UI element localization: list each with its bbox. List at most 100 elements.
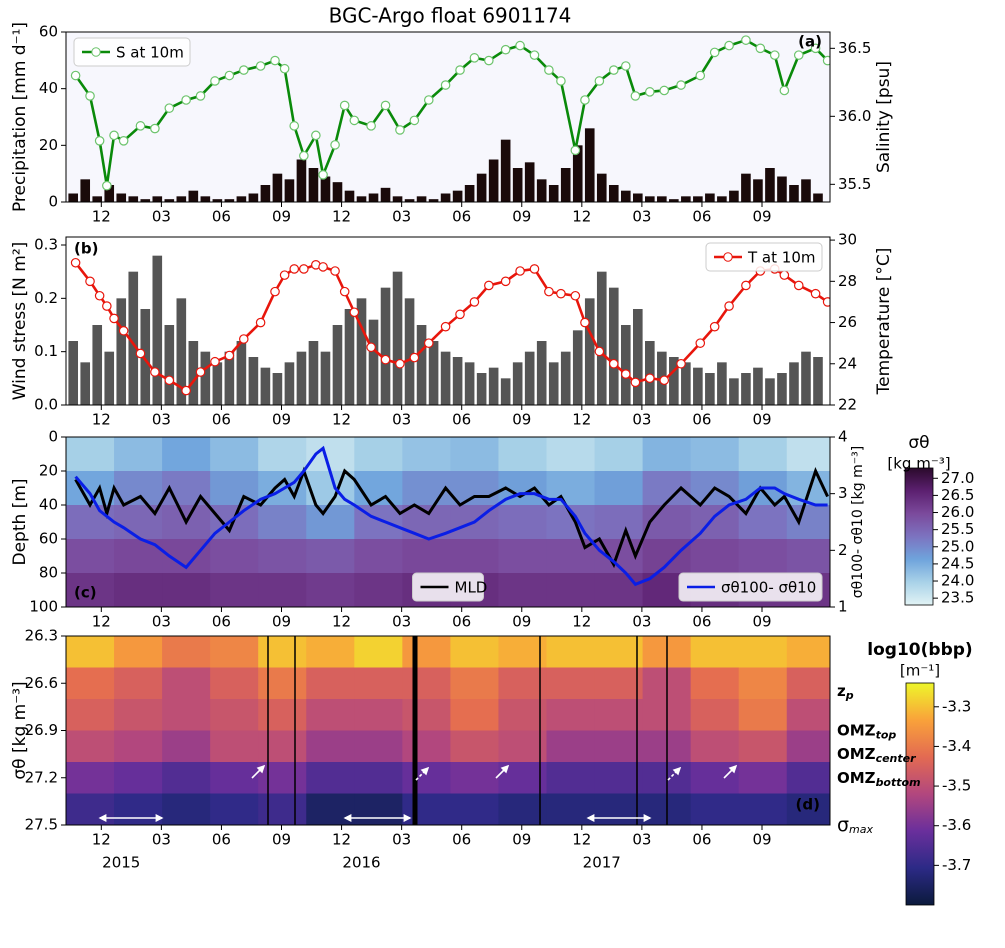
level-subscript: p — [845, 689, 854, 702]
heatmap-cell — [786, 636, 830, 668]
bar — [717, 196, 727, 202]
bar — [164, 325, 175, 405]
bar — [681, 196, 691, 202]
bar — [236, 196, 247, 202]
colorbar-tick-label: 24.5 — [941, 554, 974, 572]
heatmap-cell — [354, 539, 403, 574]
marker — [620, 61, 631, 71]
bar — [632, 193, 643, 202]
legend-label: S at 10m — [116, 44, 184, 62]
bar — [332, 182, 343, 202]
marker — [630, 91, 641, 101]
x-tick-label: 03 — [152, 613, 171, 631]
heatmap-cell — [546, 793, 596, 825]
marker — [769, 50, 780, 60]
marker — [224, 350, 235, 361]
x-year-label: 2017 — [583, 854, 621, 872]
y-tick-label: 80 — [39, 564, 58, 582]
x-tick-label: 06 — [692, 831, 711, 849]
bar — [560, 351, 571, 405]
heatmap-cell — [786, 699, 830, 731]
bar — [717, 362, 727, 405]
bar — [452, 357, 463, 405]
bar — [765, 378, 775, 405]
figure-title: BGC-Argo float 6901174 — [329, 4, 572, 28]
bar — [128, 271, 139, 405]
heatmap-cell — [546, 573, 596, 607]
x-tick-label: 12 — [332, 411, 351, 429]
bar — [224, 199, 235, 202]
bar — [464, 185, 475, 202]
marker — [529, 264, 540, 274]
arrow — [415, 766, 430, 781]
marker — [500, 44, 511, 55]
marker — [645, 373, 655, 384]
plot-area — [66, 636, 830, 825]
x-tick-label: 09 — [272, 208, 291, 226]
x-tick-label: 12 — [332, 613, 351, 631]
marker — [709, 47, 720, 58]
heatmap-cell — [306, 573, 355, 607]
x-tick-label: 06 — [212, 208, 231, 226]
x-year-label: 2016 — [342, 854, 380, 872]
bar — [584, 128, 595, 202]
level-subscript: center — [876, 752, 917, 765]
heatmap-cell — [690, 699, 740, 731]
bar — [512, 168, 523, 202]
y-axis-label: Wind stress [N m²] — [10, 242, 30, 401]
marker — [279, 270, 290, 280]
bar — [392, 271, 403, 405]
bar — [128, 196, 139, 202]
heatmap-cell — [786, 667, 830, 700]
heatmap-cell — [306, 793, 355, 825]
bar — [284, 362, 295, 405]
heatmap-cell — [210, 730, 259, 763]
x-tick-label: 06 — [452, 208, 471, 226]
x-tick-label: 12 — [92, 831, 111, 849]
y-tick-label: 27.2 — [25, 768, 58, 786]
marker — [630, 377, 641, 388]
bar — [152, 196, 163, 202]
bar — [801, 351, 811, 405]
bar — [320, 176, 331, 202]
marker — [330, 266, 340, 276]
bar — [777, 176, 787, 202]
y2-tick-label: 24 — [838, 354, 857, 372]
x-tick-label: 09 — [752, 613, 771, 631]
heatmap-cell — [402, 636, 451, 668]
heatmap-cell — [786, 762, 830, 794]
x-tick-label: 12 — [332, 831, 351, 849]
y-tick-label: 60 — [39, 23, 58, 41]
bar — [548, 185, 559, 202]
panel-a-background — [66, 32, 830, 202]
bar — [224, 351, 235, 405]
level-text: OMZ — [837, 745, 876, 763]
bar — [440, 351, 451, 405]
legend-label: σθ100- σθ10 — [721, 579, 816, 597]
x-tick-label: 06 — [452, 411, 471, 429]
x-tick-label: 06 — [452, 831, 471, 849]
heatmap-cell — [450, 730, 499, 763]
heatmap-cell — [402, 471, 451, 506]
bar — [104, 351, 115, 405]
heatmap-cell — [306, 699, 355, 731]
bar — [488, 159, 499, 202]
plot-area — [66, 437, 830, 607]
heatmap-cell — [738, 667, 788, 700]
marker — [440, 80, 451, 90]
heatmap-cell — [594, 636, 644, 668]
heatmap-cell — [786, 539, 830, 574]
heatmap-cell — [66, 793, 115, 825]
level-text: OMZ — [837, 768, 876, 786]
heatmap-cell — [498, 505, 548, 540]
heatmap-cell — [354, 437, 403, 472]
marker — [299, 150, 309, 161]
marker — [238, 65, 249, 75]
level-label: σmax — [837, 814, 874, 837]
heatmap-cell — [162, 437, 211, 472]
heatmap-cell — [498, 667, 548, 700]
heatmap-cell — [594, 762, 644, 794]
bar — [536, 341, 547, 405]
x-tick-label: 03 — [152, 208, 171, 226]
marker — [645, 87, 655, 97]
